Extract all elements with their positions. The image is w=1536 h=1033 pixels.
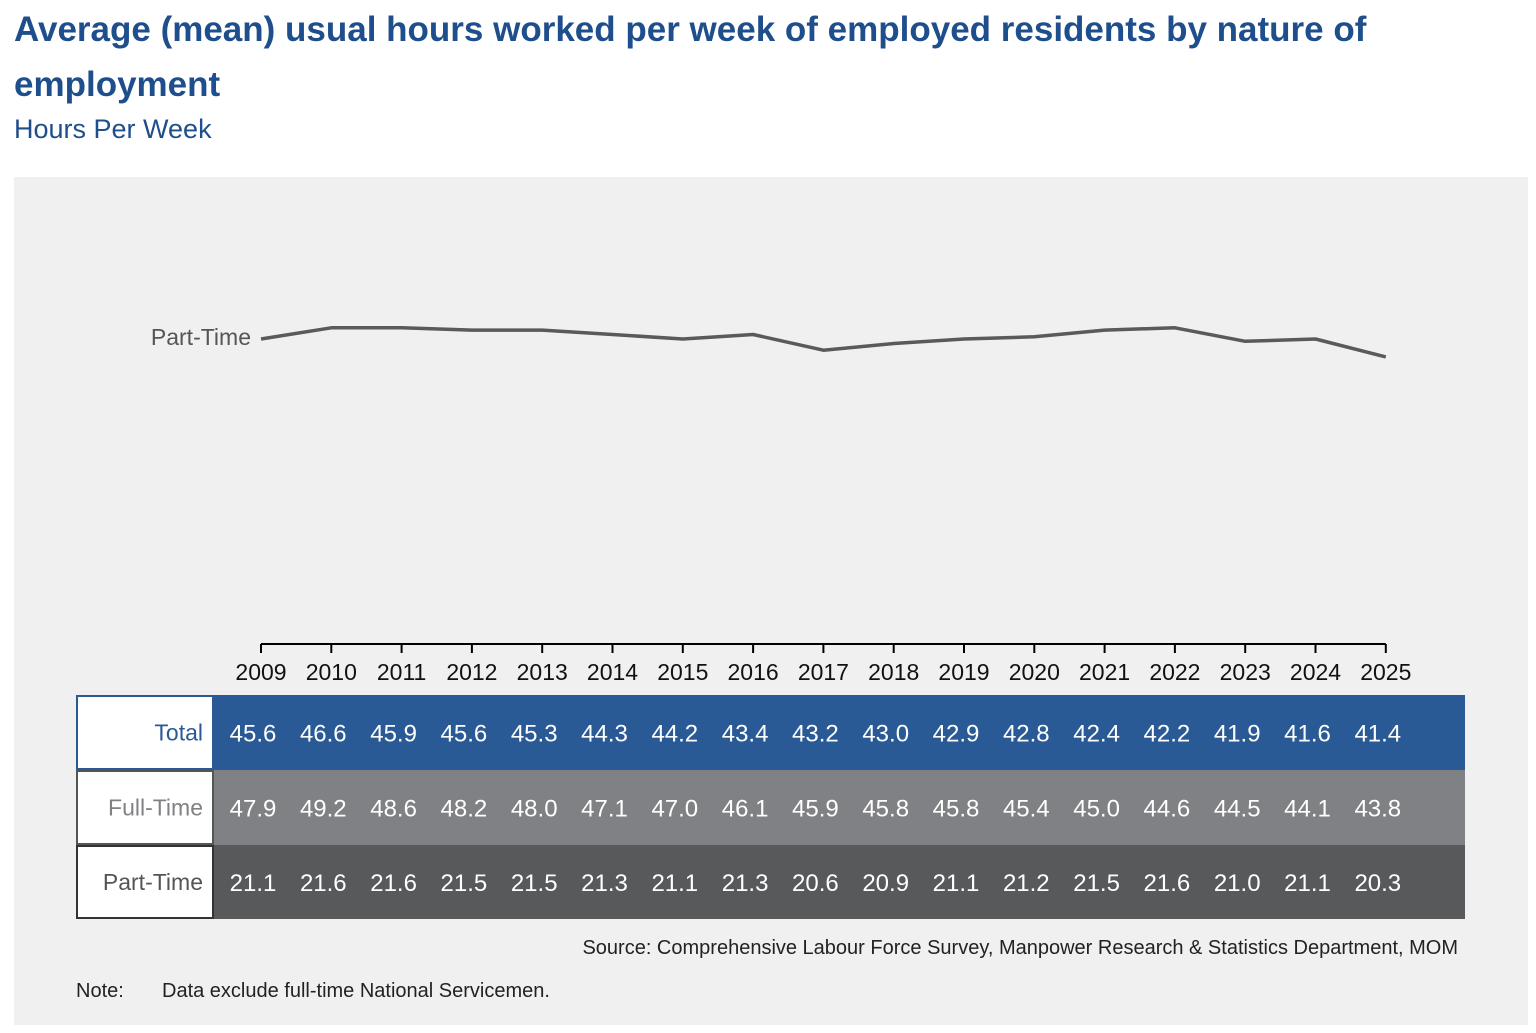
table-row-header-cell (76, 695, 214, 770)
table-cell-value: 43.0 (862, 721, 909, 748)
table-cell-value: 21.5 (441, 870, 488, 897)
note-label: Note: (76, 980, 124, 1002)
x-tick-label: 2017 (798, 659, 849, 685)
table-row-label: Full-Time (108, 795, 203, 821)
table-cell-value: 45.0 (1073, 796, 1120, 823)
table-cell-value: 49.2 (300, 796, 347, 823)
page-subtitle: Hours Per Week (14, 114, 212, 144)
table-cell-value: 45.8 (862, 796, 909, 823)
lines-layer: TotalFull-TimePart-Time (151, 324, 1387, 359)
x-tick-label: 2010 (306, 659, 357, 685)
chart-panel: TotalFull-TimePart-Time 2009201020112012… (14, 177, 1528, 1025)
table-cell-value: 20.3 (1354, 870, 1401, 897)
data-table: Total 45.6 46.6 45.9 45.6 45.3 44.3 44.2 43.4 43.… (76, 695, 1465, 919)
table-row-full-time (213, 770, 1465, 845)
table-row-total (213, 695, 1465, 770)
table-cell-value: 21.6 (300, 870, 347, 897)
table-cell-value: 44.1 (1284, 796, 1331, 823)
table-row-header-cell (76, 770, 214, 845)
table-cell-value: 45.6 (230, 721, 277, 748)
table-cell-value: 47.1 (581, 796, 628, 823)
table-cell-value: 45.8 (933, 796, 980, 823)
table-cell-value: 46.1 (722, 796, 769, 823)
table-cell-value: 41.4 (1354, 721, 1401, 748)
x-tick-label: 2023 (1220, 659, 1271, 685)
page-title: Average (mean) usual hours worked per we… (14, 10, 1367, 104)
table-cell-value: 44.3 (581, 721, 628, 748)
table-cell-value: 44.2 (651, 721, 698, 748)
table-cell-value: 21.1 (230, 870, 277, 897)
table-cell-value: 48.2 (441, 796, 488, 823)
series-line-part-time (260, 326, 1387, 359)
x-tick-label: 2020 (1009, 659, 1060, 685)
table-cell-value: 47.9 (230, 796, 277, 823)
table-cell-value: 44.6 (1144, 796, 1191, 823)
note-text: Data exclude full-time National Servicem… (162, 980, 550, 1002)
series-label-part-time: Part-Time (151, 324, 251, 350)
table-cell-value: 45.6 (441, 721, 488, 748)
table-cell-value: 48.6 (370, 796, 417, 823)
x-tick-label: 2022 (1149, 659, 1200, 685)
table-cell-value: 21.5 (511, 870, 558, 897)
x-tick-label: 2011 (377, 659, 426, 685)
table-cell-value: 21.1 (933, 870, 980, 897)
x-tick-label: 2012 (446, 659, 497, 685)
table-cell-value: 43.2 (792, 721, 839, 748)
table-cell-value: 45.4 (1003, 796, 1050, 823)
x-tick-label: 2014 (587, 659, 638, 685)
table-cell-value: 44.5 (1214, 796, 1261, 823)
x-tick-label: 2019 (938, 659, 989, 685)
x-tick-label: 2013 (517, 659, 568, 685)
table-row-label: Part-Time (103, 869, 203, 895)
x-tick-label: 2009 (235, 659, 286, 685)
table-cell-value: 45.9 (370, 721, 417, 748)
table-cell-value: 21.1 (651, 870, 698, 897)
x-tick-label: 2016 (728, 659, 779, 685)
table-cell-value: 21.0 (1214, 870, 1261, 897)
table-row-label: Total (154, 720, 203, 746)
x-tick-label: 2018 (868, 659, 919, 685)
table-cell-value: 21.6 (370, 870, 417, 897)
table-cell-value: 21.5 (1073, 870, 1120, 897)
table-cell-value: 45.9 (792, 796, 839, 823)
table-cell-value: 42.9 (933, 721, 980, 748)
line-chart: TotalFull-TimePart-Time 2009201020112012… (76, 324, 1465, 919)
table-cell-value: 21.6 (1144, 870, 1191, 897)
source-note: Source: Comprehensive Labour Force Surve… (582, 937, 1458, 959)
table-cell-value: 41.6 (1284, 721, 1331, 748)
x-tick-label: 2025 (1360, 659, 1411, 685)
table-cell-value: 21.1 (1284, 870, 1331, 897)
table-cell-value: 42.4 (1073, 721, 1120, 748)
table-row-part-time (213, 845, 1465, 919)
table-cell-value: 46.6 (300, 721, 347, 748)
table-cell-value: 43.4 (722, 721, 769, 748)
x-axis: 2009 2010 2011 2012 2013 2014 2015 2016 2017 2018… (235, 643, 1411, 685)
table-cell-value: 42.2 (1144, 721, 1191, 748)
table-cell-value: 48.0 (511, 796, 558, 823)
table-cell-value: 43.8 (1354, 796, 1401, 823)
table-cell-value: 41.9 (1214, 721, 1261, 748)
table-cell-value: 21.3 (722, 870, 769, 897)
table-cell-value: 20.9 (862, 870, 909, 897)
x-tick-label: 2015 (657, 659, 708, 685)
x-tick-label: 2021 (1079, 659, 1130, 685)
table-cell-value: 47.0 (651, 796, 698, 823)
table-cell-value: 20.6 (792, 870, 839, 897)
table-row-header-cell (76, 845, 214, 919)
x-tick-label: 2024 (1290, 659, 1341, 685)
table-cell-value: 21.3 (581, 870, 628, 897)
table-cell-value: 21.2 (1003, 870, 1050, 897)
table-cell-value: 45.3 (511, 721, 558, 748)
table-cell-value: 42.8 (1003, 721, 1050, 748)
